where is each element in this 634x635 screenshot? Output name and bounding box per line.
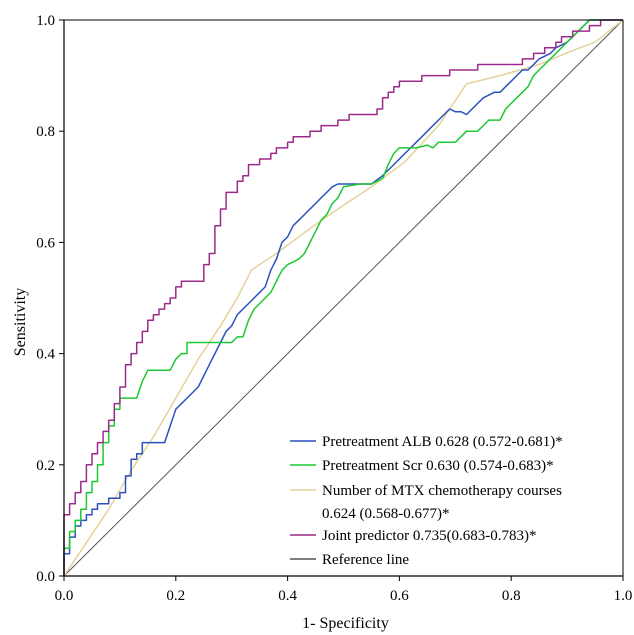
y-tick-label: 0.6 — [36, 235, 55, 251]
y-tick-label: 0.0 — [36, 569, 55, 585]
x-tick-label: 0.0 — [55, 588, 74, 604]
y-tick-label: 0.2 — [36, 458, 55, 474]
x-tick-label: 0.8 — [502, 588, 521, 604]
legend-label-alb: Pretreatment ALB 0.628 (0.572-0.681)* — [322, 434, 563, 450]
legend-label-mtx-line2: 0.624 (0.568-0.677)* — [322, 506, 450, 522]
x-tick-label: 0.6 — [390, 588, 409, 604]
legend-item-mtx: Number of MTX chemotherapy courses 0.624… — [290, 483, 562, 522]
legend-item-scr: Pretreatment Scr 0.630 (0.574-0.683)* — [290, 458, 554, 474]
legend-label-scr: Pretreatment Scr 0.630 (0.574-0.683)* — [322, 458, 554, 474]
x-tick-label: 1.0 — [614, 588, 633, 604]
y-ticks: 0.0 0.2 0.4 0.6 0.8 1.0 — [36, 13, 64, 585]
series-line-reference — [63, 19, 624, 577]
y-tick-label: 0.4 — [36, 347, 55, 363]
x-tick-label: 0.2 — [166, 588, 185, 604]
x-tick-label: 0.4 — [278, 588, 297, 604]
x-ticks: 0.0 0.2 0.4 0.6 0.8 1.0 — [55, 576, 633, 604]
legend-label-reference: Reference line — [322, 552, 409, 568]
legend-label-mtx-line1: Number of MTX chemotherapy courses — [322, 483, 562, 499]
plot-area — [63, 19, 624, 577]
legend: Pretreatment ALB 0.628 (0.572-0.681)* Pr… — [290, 434, 563, 568]
y-axis-title: Sensitivity — [12, 288, 29, 356]
x-axis-title: 1- Specificity — [302, 615, 389, 632]
series-line-joint — [63, 19, 623, 576]
series-line-alb — [63, 19, 623, 576]
axes: 0.0 0.2 0.4 0.6 0.8 1.0 0.0 0.2 0.4 0.6 0.8 1.0 — [36, 13, 632, 604]
y-tick-label: 0.8 — [36, 124, 55, 140]
legend-label-joint: Joint predictor 0.735(0.683-0.783)* — [322, 528, 537, 544]
legend-item-alb: Pretreatment ALB 0.628 (0.572-0.681)* — [290, 434, 563, 450]
y-tick-label: 1.0 — [36, 13, 55, 29]
legend-item-joint: Joint predictor 0.735(0.683-0.783)* — [290, 528, 537, 544]
legend-item-reference: Reference line — [290, 552, 409, 568]
series-line-scr — [63, 19, 623, 576]
